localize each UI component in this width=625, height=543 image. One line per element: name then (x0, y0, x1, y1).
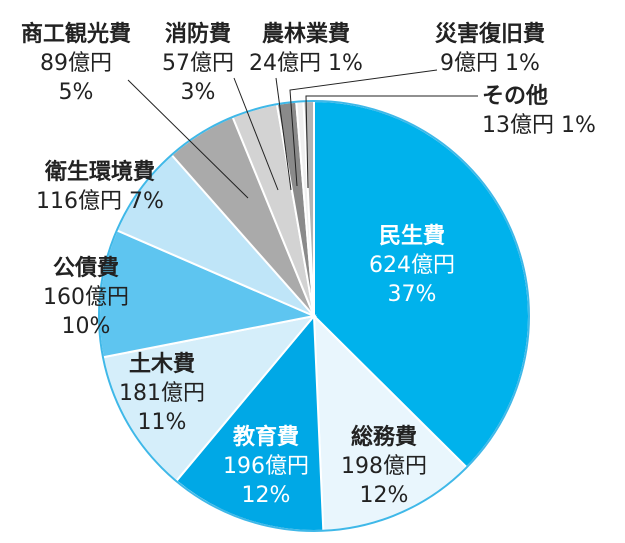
label-衛生環境費: 衛生環境費 116億円 7% (36, 158, 164, 216)
label-name: 災害復旧費 (434, 22, 546, 47)
label-amount: 181億円 (119, 381, 205, 406)
label-公債費: 公債費 160億円 10% (43, 254, 129, 341)
label-pct: 37% (387, 282, 437, 307)
label-pct: 1% (328, 51, 363, 76)
label-amount: 196億円 (223, 454, 309, 479)
label-pct: 12% (241, 483, 291, 508)
label-その他: その他 13億円 1% (482, 82, 596, 140)
label-amount: 116億円 (36, 189, 123, 214)
label-name: 公債費 (52, 256, 119, 281)
label-amount: 13億円 (482, 113, 554, 138)
label-name: 消防費 (164, 22, 231, 47)
leader-line-災害復旧費 (289, 69, 438, 187)
label-農林業費: 農林業費 24億円 1% (249, 20, 363, 78)
label-pct: 5% (58, 80, 94, 105)
label-pct: 7% (129, 189, 164, 214)
label-name: 土木費 (128, 352, 195, 377)
leader-line-農林業費 (275, 77, 292, 191)
label-amount: 57億円 (162, 51, 234, 76)
label-name: 総務費 (350, 425, 417, 450)
label-amount: 24億円 (249, 51, 322, 76)
label-name: 農林業費 (261, 22, 350, 47)
label-name: 商工観光費 (20, 22, 132, 47)
pie-outline (98, 100, 530, 532)
label-教育費: 教育費 196億円 12% (223, 423, 309, 510)
label-土木費: 土木費 181億円 11% (119, 350, 205, 437)
label-pct: 1% (505, 51, 540, 76)
leader-line-その他 (305, 95, 478, 189)
label-災害復旧費: 災害復旧費 9億円 1% (435, 20, 545, 78)
label-name: 民生費 (378, 224, 445, 249)
label-pct: 11% (137, 410, 187, 435)
leader-line-消防費 (233, 77, 279, 191)
label-民生費: 民生費 624億円 37% (369, 222, 455, 309)
label-amount: 89億円 (39, 51, 112, 76)
label-amount: 9億円 (440, 51, 499, 76)
label-name: 教育費 (232, 425, 299, 450)
label-pct: 10% (61, 314, 111, 339)
leader-line-商工観光費 (127, 79, 249, 199)
label-商工観光費: 商工観光費 89億円 5% (21, 20, 131, 107)
label-pct: 1% (561, 113, 596, 138)
label-pct: 3% (180, 80, 216, 105)
label-amount: 160億円 (43, 285, 129, 310)
label-name: 衛生環境費 (44, 160, 155, 185)
label-総務費: 総務費 198億円 12% (341, 423, 427, 510)
label-name: その他 (482, 84, 549, 109)
label-消防費: 消防費 57億円 3% (162, 20, 234, 107)
label-amount: 624億円 (369, 253, 455, 278)
label-amount: 198億円 (341, 454, 427, 479)
label-pct: 12% (359, 483, 409, 508)
